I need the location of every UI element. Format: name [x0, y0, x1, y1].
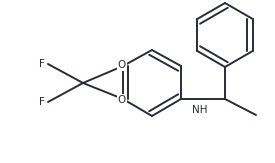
Text: O: O: [118, 60, 126, 70]
Text: F: F: [39, 59, 45, 69]
Text: F: F: [39, 97, 45, 107]
Text: NH: NH: [192, 105, 208, 115]
Text: O: O: [118, 95, 126, 105]
